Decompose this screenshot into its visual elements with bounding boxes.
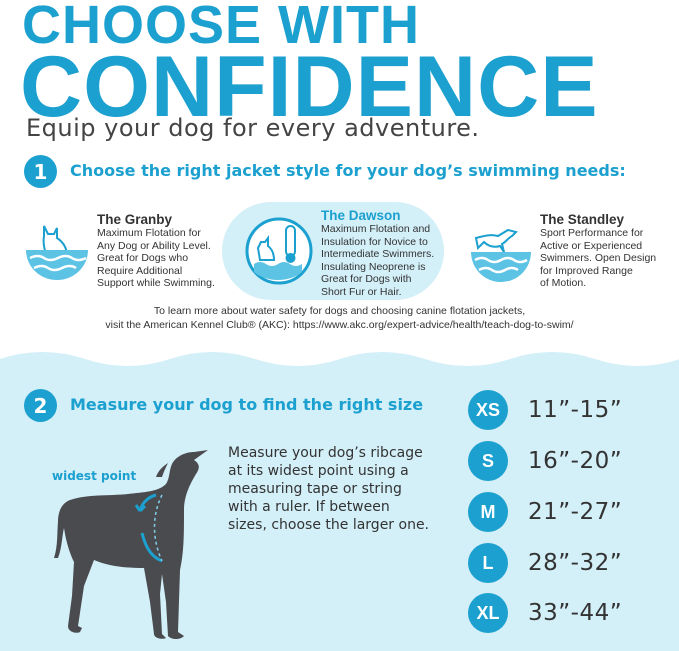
dog-in-water-icon (26, 225, 88, 280)
size-range: 21”-27” (528, 499, 623, 525)
dog-silhouette (54, 450, 208, 639)
product-desc-line: Active or Experienced (540, 239, 643, 252)
product-desc-line: Great for Dogs who (97, 252, 189, 265)
size-badge: XL (468, 593, 508, 633)
product-desc-line: of Motion. (540, 277, 587, 290)
size-badge: XS (468, 390, 508, 430)
product-granby: The Granby Maximum Flotation for Any Dog… (97, 212, 215, 290)
product-name: The Standley (540, 212, 625, 227)
product-name: The Granby (97, 212, 173, 227)
product-desc-line: Insulating Neoprene is (321, 260, 426, 273)
size-range: 28”-32” (528, 550, 623, 576)
dog-jumping-icon (471, 228, 531, 282)
product-desc-line: Maximum Flotation for (97, 227, 201, 239)
size-range: 11”-15” (528, 397, 623, 423)
instruction-line: with a ruler. If between (228, 499, 390, 515)
size-badge: L (468, 543, 508, 583)
product-desc-line: Intermediate Swimmers. (321, 248, 435, 261)
step-2-heading: Measure your dog to find the right size (70, 395, 424, 414)
subtitle: Equip your dog for every adventure. (26, 114, 480, 142)
product-desc-line: for Improved Range (540, 264, 633, 277)
size-row-xl: XL 33”-44” (468, 593, 668, 633)
size-row-l: L 28”-32” (468, 543, 668, 583)
size-range: 16”-20” (528, 448, 623, 474)
akc-note-line: To learn more about water safety for dog… (153, 305, 526, 317)
product-desc-line: Sport Performance for (540, 227, 644, 239)
product-desc-line: Short Fur or Hair. (321, 285, 402, 298)
step-1-heading: Choose the right jacket style for your d… (70, 161, 626, 180)
step-2-badge: 2 (24, 389, 57, 422)
dog-thermometer-icon (245, 217, 313, 285)
product-desc-line: Require Additional (97, 264, 183, 277)
product-desc-line: Support while Swimming. (97, 277, 215, 290)
product-dawson: The Dawson Maximum Flotation and Insulat… (321, 208, 434, 299)
product-desc-line: Any Dog or Ability Level. (97, 239, 211, 252)
size-badge: S (468, 441, 508, 481)
product-desc-line: Insulation for Novice to (321, 235, 428, 248)
akc-link[interactable]: visit the American Kennel Club® (AKC): h… (105, 319, 574, 331)
size-badge: M (468, 492, 508, 532)
step-1-badge: 1 (24, 155, 57, 188)
title-line-1: CHOOSE WITH (22, 0, 420, 55)
product-desc-line: Great for Dogs with (321, 273, 412, 286)
product-desc-line: Swimmers. Open Design (540, 252, 657, 265)
instruction-line: sizes, choose the larger one. (228, 517, 430, 533)
size-row-s: S 16”-20” (468, 441, 668, 481)
instruction-line: Measure your dog’s ribcage (228, 445, 423, 461)
product-standley: The Standley Sport Performance for Activ… (540, 212, 656, 290)
size-range: 33”-44” (528, 600, 623, 626)
size-row-xs: XS 11”-15” (468, 390, 668, 430)
instruction-line: measuring tape or string (228, 481, 402, 497)
size-row-m: M 21”-27” (468, 492, 668, 532)
measure-instructions: Measure your dog’s ribcage at its widest… (228, 444, 429, 534)
widest-point-label: widest point (52, 469, 137, 483)
product-name: The Dawson (321, 208, 401, 223)
akc-note: To learn more about water safety for dog… (0, 304, 679, 332)
product-desc-line: Maximum Flotation and (321, 223, 431, 235)
title-line-2: CONFIDENCE (20, 39, 599, 135)
instruction-line: at its widest point using a (228, 463, 409, 479)
